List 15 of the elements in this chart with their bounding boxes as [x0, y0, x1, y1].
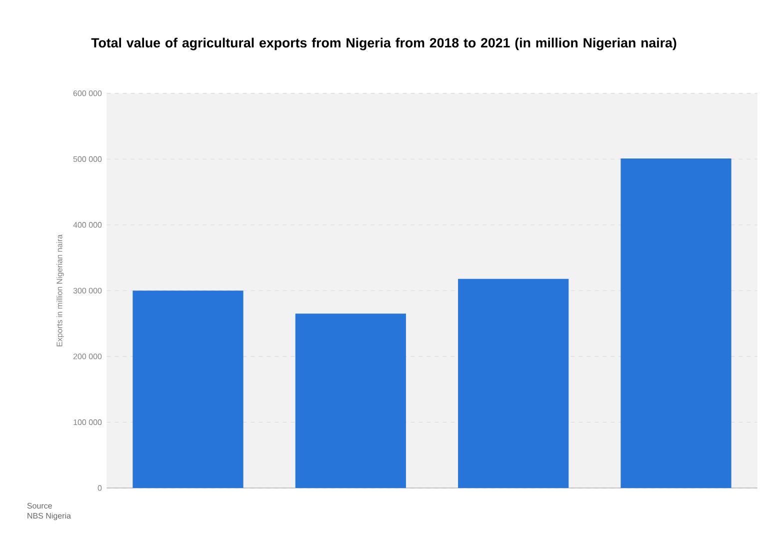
bar	[295, 314, 406, 488]
y-tick-label: 200 000	[73, 354, 102, 360]
y-axis-title: Exports in million Nigerian naira	[56, 234, 64, 346]
bar	[620, 158, 732, 488]
text: Source	[27, 502, 52, 509]
bar	[132, 290, 244, 488]
bar	[458, 278, 569, 488]
y-tick-label: 100 000	[74, 419, 102, 426]
y-tick-label: 600 000	[73, 90, 102, 96]
text: NBS Nigeria	[28, 512, 71, 520]
chart-title: Total value of agricultural exports from Nigeria from 2018 to 2021 (in million Nigerian naira)	[91, 38, 676, 50]
y-tick-label: 400 000	[73, 222, 102, 228]
y-tick-label: 500 000	[73, 156, 102, 162]
y-tick-label: 300 000	[73, 288, 102, 294]
y-tick-label: 0	[98, 485, 102, 491]
